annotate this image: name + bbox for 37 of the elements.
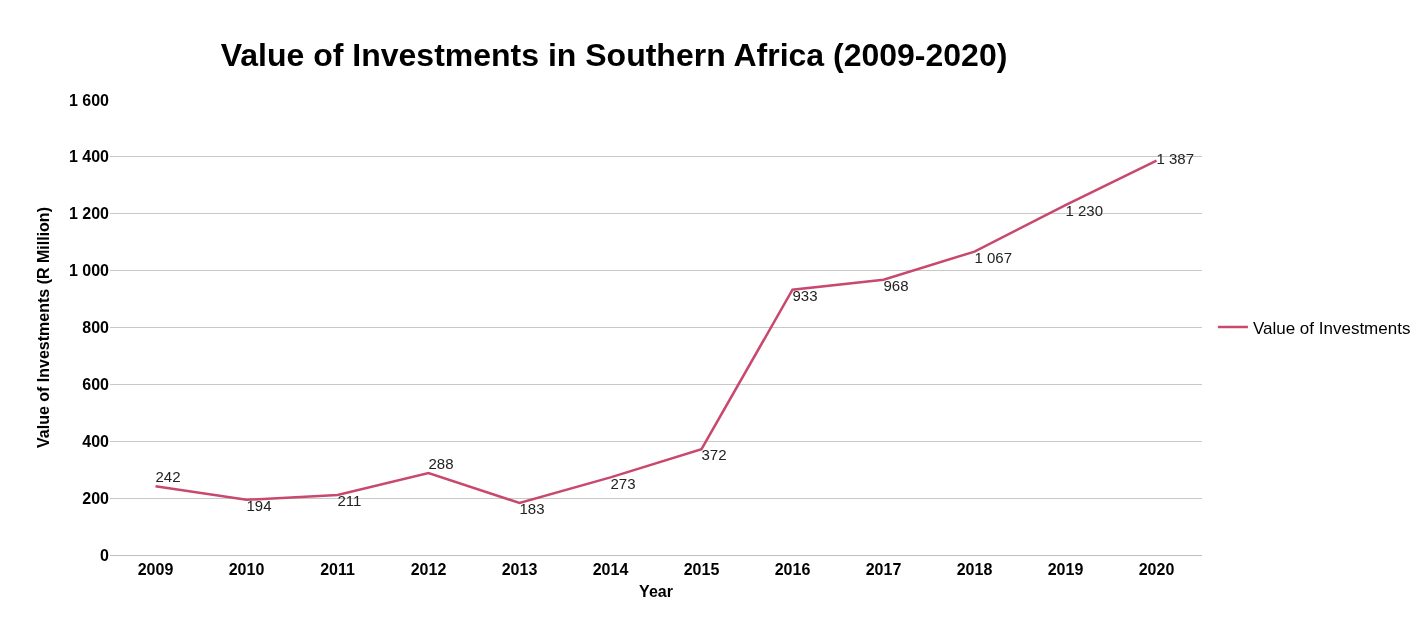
data-label: 242 — [155, 468, 181, 486]
x-tick-label: 2011 — [320, 561, 355, 579]
data-label: 288 — [428, 455, 454, 473]
y-axis-title: Value of Investments (R Million) — [34, 207, 52, 448]
y-tick-label: 1 200 — [68, 205, 110, 223]
data-label: 933 — [792, 286, 818, 304]
y-tick-label: 1 000 — [68, 262, 110, 280]
x-tick-label: 2015 — [683, 561, 720, 579]
chart-title: Value of Investments in Southern Africa (2009-2020) — [220, 37, 1008, 74]
data-label: 194 — [246, 497, 272, 515]
data-label: 183 — [519, 500, 545, 518]
x-tick-label: 2012 — [410, 561, 447, 579]
data-label: 211 — [337, 492, 362, 510]
x-tick-label: 2013 — [501, 561, 538, 579]
x-tick-label: 2010 — [228, 561, 265, 579]
y-tick-label: 1 600 — [68, 91, 110, 109]
x-axis-title: Year — [639, 582, 673, 600]
x-tick-label: 2017 — [865, 561, 902, 579]
y-tick-label: 1 400 — [68, 148, 110, 166]
y-tick-label: 0 — [100, 546, 110, 564]
y-tick-label: 400 — [82, 432, 110, 450]
x-tick-label: 2016 — [774, 561, 811, 579]
y-tick-label: 800 — [82, 319, 110, 337]
x-tick-label: 2020 — [1138, 561, 1175, 579]
x-tick-label: 2009 — [137, 561, 174, 579]
data-label: 1 067 — [974, 248, 1013, 266]
x-tick-label: 2018 — [956, 561, 993, 579]
data-label: 1 230 — [1065, 202, 1104, 220]
data-label: 372 — [701, 446, 727, 464]
legend-label: Value of Investments — [1252, 318, 1411, 338]
x-tick-label: 2014 — [592, 561, 629, 579]
data-label: 273 — [610, 474, 636, 492]
y-tick-label: 200 — [82, 489, 110, 507]
data-label: 1 387 — [1156, 150, 1195, 168]
data-label: 968 — [883, 276, 909, 294]
y-tick-label: 600 — [82, 375, 110, 393]
x-tick-label: 2019 — [1047, 561, 1084, 579]
